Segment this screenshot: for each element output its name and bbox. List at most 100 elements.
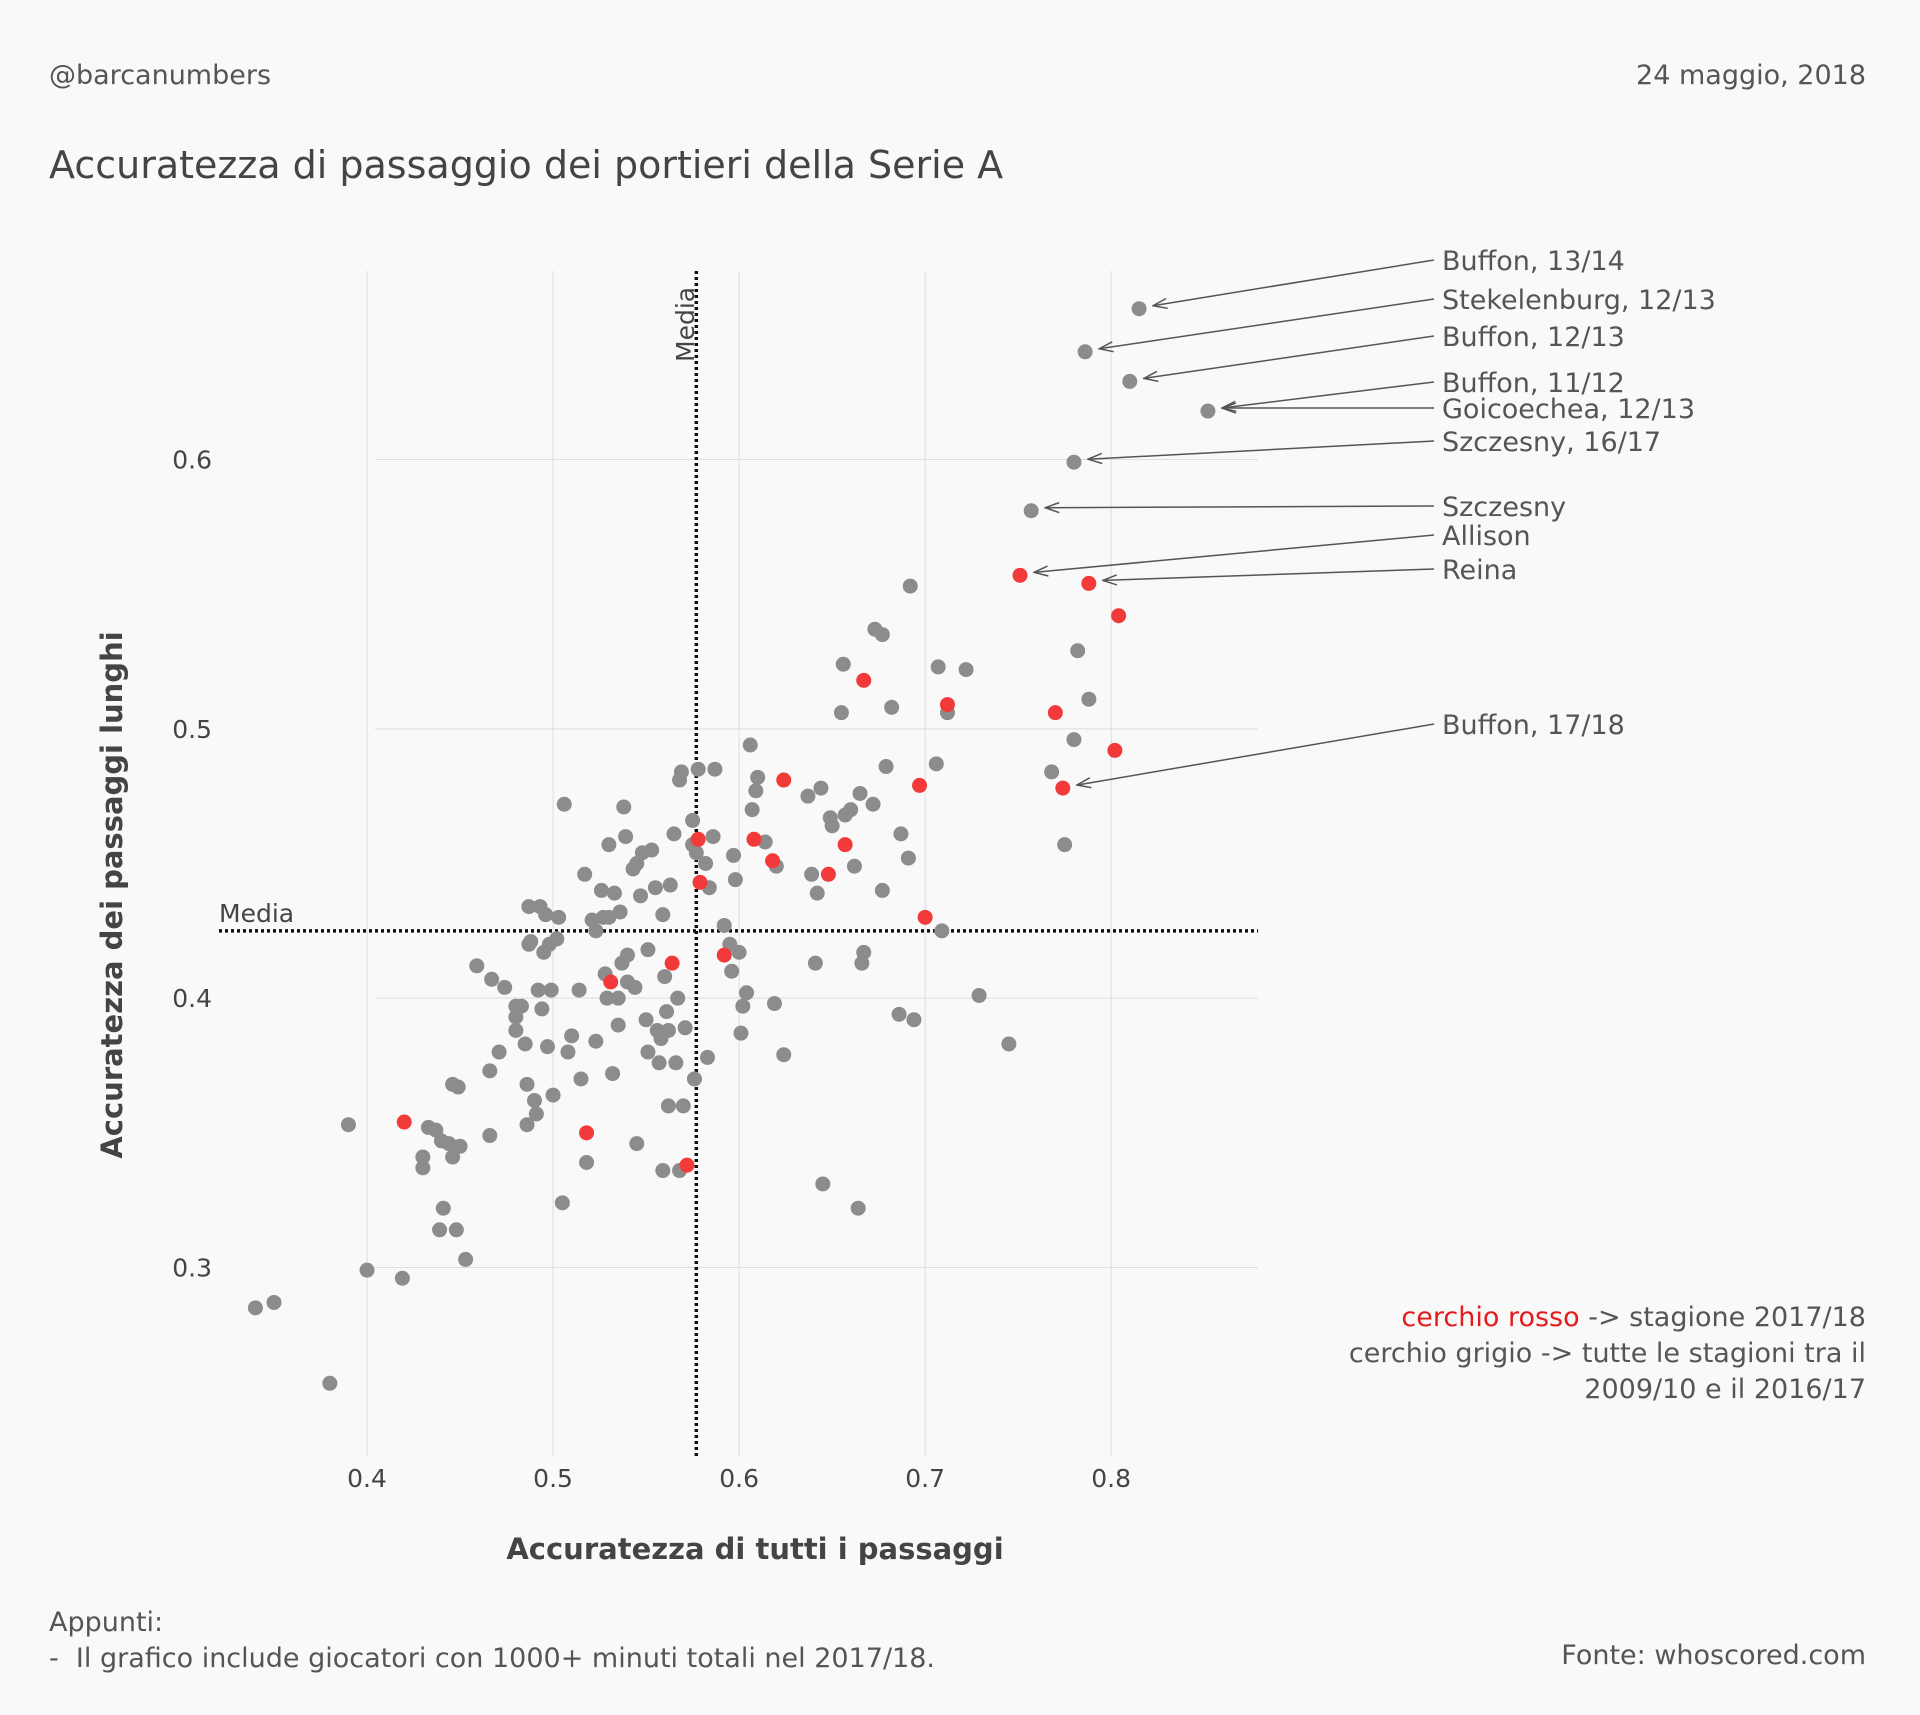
grey-point [690,761,706,777]
grey-point [900,850,916,866]
grey-point [705,829,721,845]
grey-point [647,880,663,896]
grey-point [1077,344,1093,360]
x-tick-label: 0.8 [1091,1464,1131,1493]
red-point [579,1125,595,1141]
grey-point [856,944,872,960]
grey-point [906,1012,922,1028]
legend-grey-line2: 2009/10 e il 2016/17 [1584,1374,1866,1405]
grey-point [340,1117,356,1133]
legend-red-text: -> stagione 2017/18 [1579,1302,1866,1333]
grey-point [670,990,686,1006]
annotation-arrow [1103,568,1435,580]
grey-point [750,769,766,785]
grey-point [1001,1036,1017,1052]
grey-point [850,1200,866,1216]
grey-point [601,837,617,853]
grid-lines: 0.4 0.5 0.6 0.7 0.8 0.3 0.4 0.5 0.6 [172,271,1258,1493]
red-point [746,831,762,847]
grey-point [731,944,747,960]
red-point [917,909,933,925]
grey-point [833,705,849,721]
legend-grey-line1: cerchio grigio -> tutte le stagioni tra … [1348,1338,1866,1369]
grey-point [698,856,714,871]
grey-point [619,947,635,963]
grey-point [266,1294,282,1310]
legend-red-label: cerchio rosso [1401,1302,1580,1333]
grey-point [556,796,572,812]
grey-point [530,982,546,998]
grey-point [958,662,974,678]
grey-point [554,1195,570,1211]
annotation-label: Buffon, 12/13 [1442,322,1625,353]
grey-point [491,1044,507,1060]
chart-title: Accuratezza di passaggio dei portieri de… [49,143,1004,187]
x-tick-label: 0.6 [719,1464,759,1493]
grey-point [610,990,626,1006]
grey-point [675,1098,691,1114]
x-tick-label: 0.7 [905,1464,945,1493]
axis-labels: Accuratezza di tutti i passaggi Accurate… [95,631,1004,1566]
grey-point [539,1039,555,1055]
grey-point [666,826,682,842]
grey-point [616,799,632,815]
red-point [765,853,781,869]
author-handle: @barcanumbers [49,60,272,91]
grey-point [735,998,751,1014]
grey-point [497,979,513,995]
grey-point [893,826,909,842]
annotation-label: Goicoechea, 12/13 [1442,394,1695,425]
annotation-arrow [1045,506,1435,508]
annotation-label: Szczesny, 16/17 [1442,427,1661,458]
notes-title: Appunti: [49,1607,164,1638]
grey-point [744,802,760,818]
grey-point [891,1006,907,1022]
grey-point [612,904,628,920]
grey-point [1081,691,1097,707]
mean-x-label: Media [671,287,700,362]
annotation-arrow [1034,534,1435,572]
annotation-arrow [1077,723,1435,785]
y-tick-label: 0.4 [172,984,212,1013]
x-tick-label: 0.5 [533,1464,573,1493]
grey-point [519,1076,535,1092]
red-point [912,777,928,793]
red-point [1012,567,1028,583]
grey-point [874,882,890,898]
grey-point [934,923,950,939]
annotation-label: Stekelenburg, 12/13 [1442,285,1716,316]
grey-point [629,1136,645,1152]
grey-point [599,990,615,1006]
grey-point [627,979,643,995]
grey-point [1131,301,1147,317]
grey-point [1066,454,1082,470]
annotation-label: Buffon, 13/14 [1442,246,1625,277]
grey-point [577,866,593,882]
mean-lines: Media Media [219,271,1258,1456]
red-point [396,1114,412,1130]
grey-point [508,1022,524,1038]
grey-point [807,955,823,971]
annotation-arrow [1099,298,1435,349]
grey-point [686,1071,702,1087]
grey-point [776,1047,792,1063]
grey-point [742,737,758,753]
publish-date: 24 maggio, 2018 [1636,60,1866,91]
grey-point [432,1222,448,1238]
grey-point [878,759,894,775]
y-tick-label: 0.5 [172,715,212,744]
grey-point [452,1138,468,1154]
grey-point [677,1020,693,1036]
grey-point [804,866,820,882]
grey-point [852,785,868,801]
grey-point [716,917,732,933]
annotation-label: Allison [1442,521,1531,552]
red-point [1081,575,1097,591]
grey-point [551,909,567,925]
grey-point [601,909,617,925]
grey-point [659,1004,675,1020]
red-point [692,874,708,890]
grey-point [766,996,782,1012]
